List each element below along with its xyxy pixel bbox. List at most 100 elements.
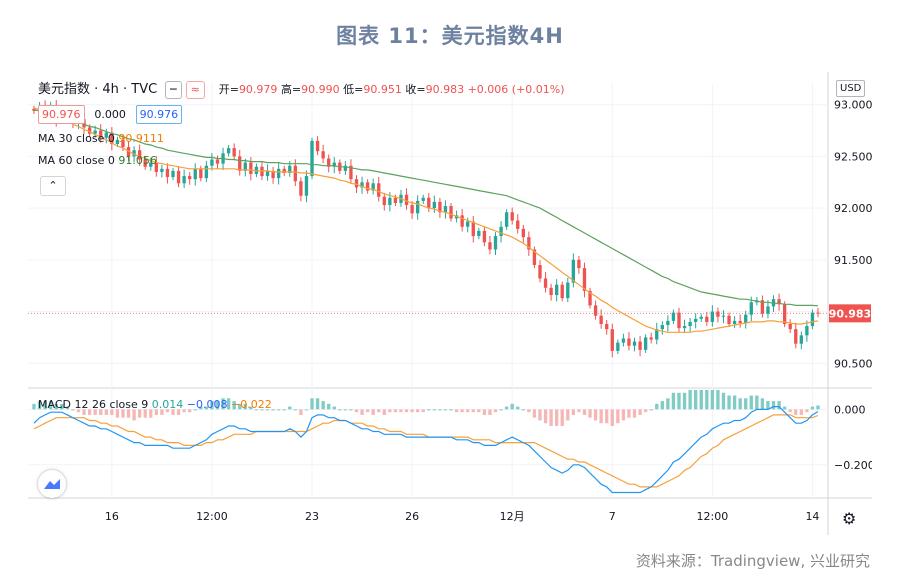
- macd-hist-bar: [599, 409, 603, 424]
- ma60-legend[interactable]: MA 60 close 0 91.056: [38, 154, 157, 167]
- macd-hist-bar: [415, 409, 420, 413]
- candle-body: [816, 312, 820, 314]
- macd-hist-bar: [293, 409, 298, 411]
- candle-body: [527, 237, 531, 250]
- candle-body: [149, 162, 153, 167]
- macd-hist-bar: [327, 403, 331, 410]
- candle-body: [732, 320, 737, 324]
- macd-hist-bar: [438, 409, 442, 411]
- macd-hist-bar: [471, 409, 475, 413]
- macd-hist-bar: [771, 401, 776, 410]
- candle-body: [443, 206, 448, 213]
- candle-body: [627, 338, 631, 346]
- macd-hist-value: 0.014: [151, 398, 184, 411]
- macd-hist-bar: [816, 405, 820, 410]
- macd-hist-bar: [338, 409, 342, 411]
- candle-body: [649, 337, 653, 340]
- bid-price-box[interactable]: 90.976: [38, 105, 85, 124]
- macd-hist-bar: [621, 409, 626, 421]
- macd-hist-bar: [443, 409, 448, 411]
- collapse-legend-button[interactable]: ⌃: [40, 176, 66, 196]
- candle-body: [471, 221, 475, 237]
- candle-body: [477, 230, 481, 237]
- macd-hist-bar: [755, 395, 759, 410]
- candle-body: [582, 268, 587, 291]
- macd-hist-bar: [744, 398, 748, 410]
- candle-body: [516, 220, 520, 229]
- macd-hist-bar: [521, 409, 525, 411]
- candle-body: [188, 176, 192, 180]
- candle-body: [721, 315, 726, 317]
- macd-hist-bar: [493, 409, 498, 413]
- macd-hist-bar: [271, 409, 275, 411]
- candle-body: [716, 311, 720, 317]
- macd-hist-bar: [365, 409, 370, 413]
- candle-body: [104, 132, 108, 138]
- macd-hist-bar: [249, 406, 253, 410]
- candle-body: [288, 165, 292, 173]
- macd-hist-bar: [788, 409, 792, 413]
- candle-body: [360, 182, 364, 188]
- macd-hist-bar: [265, 409, 270, 411]
- candle-body: [160, 168, 164, 172]
- candle-body: [393, 197, 398, 203]
- candle-body: [315, 140, 320, 152]
- macd-hist-bar: [215, 401, 220, 410]
- candle-body: [588, 290, 592, 306]
- candle-body: [282, 168, 286, 173]
- candle-body: [137, 150, 142, 160]
- candle-body: [788, 324, 792, 330]
- ask-price-box[interactable]: 90.976: [135, 105, 183, 124]
- price-tick-label: 93.000: [834, 99, 872, 112]
- macd-hist-bar: [404, 409, 409, 413]
- macd-hist-bar: [655, 403, 659, 410]
- macd-hist-bar: [577, 409, 581, 413]
- candle-body: [438, 201, 442, 213]
- candle-body: [143, 159, 147, 167]
- macd-hist-bar: [421, 409, 425, 413]
- currency-label[interactable]: USD: [836, 80, 866, 97]
- macd-hist-bar: [332, 406, 336, 410]
- macd-hist-bar: [121, 409, 125, 418]
- symbol-label[interactable]: 美元指数 · 4h · TVC: [38, 82, 158, 97]
- compare-pill[interactable]: ≈: [185, 81, 205, 99]
- ma30-legend[interactable]: MA 30 close 0 90.9111: [38, 132, 164, 145]
- macd-hist-bar: [727, 395, 731, 410]
- candle-body: [365, 182, 370, 191]
- spread-value: 0.000: [94, 108, 126, 121]
- macd-hist-bar: [199, 406, 203, 410]
- candle-body: [504, 212, 509, 227]
- macd-hist-bar: [160, 409, 164, 415]
- macd-hist-bar: [276, 409, 281, 411]
- candle-body: [271, 170, 275, 179]
- macd-hist-bar: [382, 409, 386, 415]
- candle-body: [332, 162, 336, 167]
- candle-body: [354, 179, 359, 188]
- close-label: 收=: [405, 83, 426, 96]
- gear-icon[interactable]: ⚙: [842, 509, 857, 528]
- macd-hist-bar: [588, 409, 592, 418]
- macd-hist-bar: [288, 406, 292, 410]
- candle-body: [782, 304, 787, 324]
- candle-body: [632, 341, 637, 346]
- candle-body: [805, 326, 809, 336]
- time-tick-label: 12月: [500, 510, 525, 523]
- candle-body: [566, 282, 570, 299]
- candle-body: [204, 165, 209, 179]
- time-tick-label: 26: [405, 510, 419, 523]
- candle-body: [182, 176, 186, 184]
- macd-legend[interactable]: MACD 12 26 close 9 0.014 −0.008 −0.022: [38, 398, 272, 411]
- candle-body: [232, 148, 236, 157]
- macd-hist-bar: [554, 409, 559, 426]
- macd-hist-bar: [343, 409, 348, 411]
- line-style-pill[interactable]: ━: [165, 81, 182, 99]
- tradingview-logo-icon[interactable]: [38, 470, 66, 498]
- macd-hist-bar: [716, 390, 720, 410]
- time-tick-label: 16: [105, 510, 119, 523]
- macd-hist-bar: [115, 409, 120, 418]
- macd-hist-bar: [282, 409, 286, 411]
- candle-body: [215, 159, 220, 164]
- candle-body: [493, 236, 498, 250]
- chart-canvas[interactable]: 93.000 92.500 92.000 91.500 90.500 0.000 −0.20…: [28, 72, 872, 535]
- candle-body: [766, 306, 770, 314]
